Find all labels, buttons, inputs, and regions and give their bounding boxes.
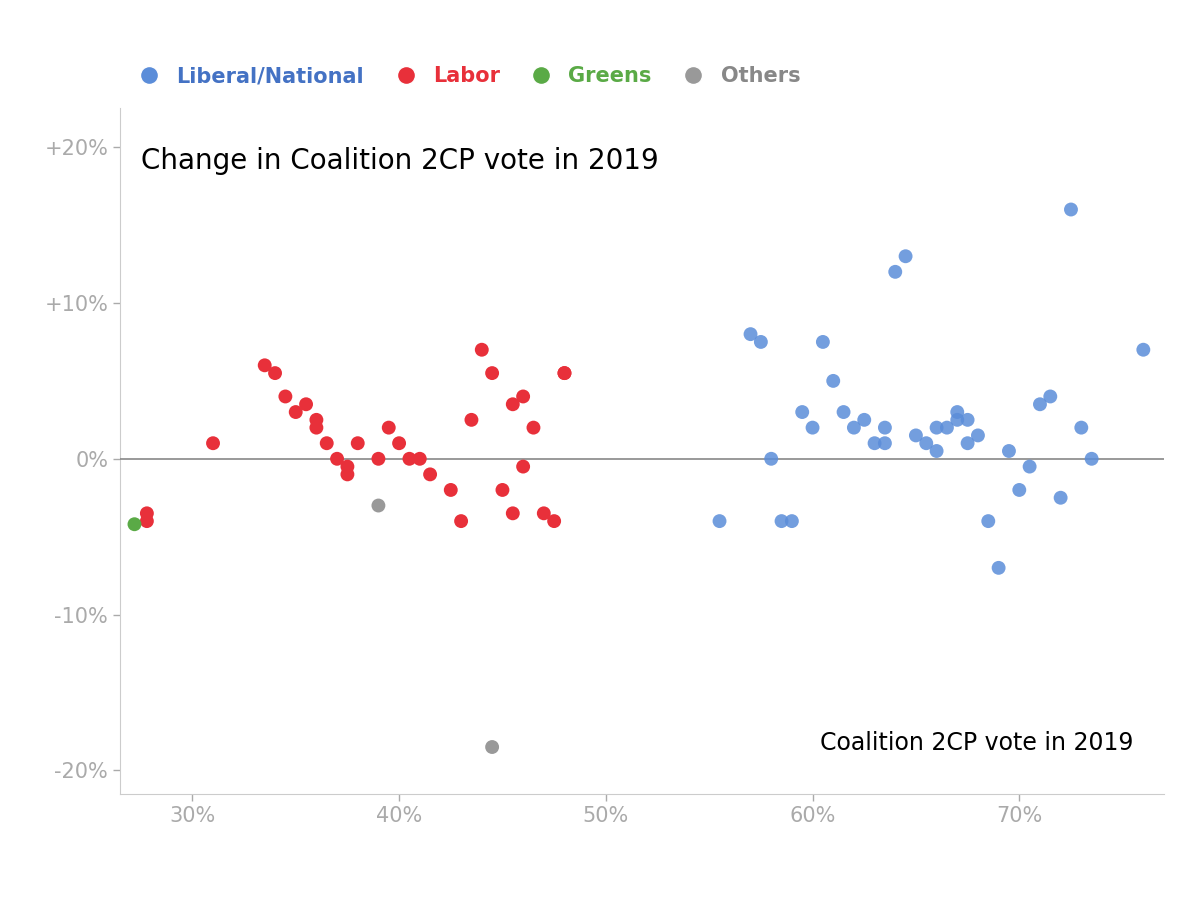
Point [803,420,822,435]
Point [886,264,905,279]
Point [137,506,156,520]
Point [1031,397,1050,411]
Point [503,506,522,520]
Point [317,436,336,450]
Point [1051,491,1070,505]
Point [554,366,574,381]
Point [307,412,326,427]
Point [906,428,925,443]
Point [1072,420,1091,435]
Point [276,390,295,404]
Point [845,420,864,435]
Point [338,467,358,482]
Point [462,412,481,427]
Point [379,420,398,435]
Point [875,436,894,450]
Point [926,444,946,458]
Point [204,436,223,450]
Point [482,740,502,754]
Point [125,517,144,531]
Point [782,514,802,529]
Point [772,514,791,529]
Point [265,366,284,381]
Point [793,405,812,419]
Point [493,483,512,497]
Point [1000,444,1019,458]
Point [472,343,491,357]
Point [917,436,936,450]
Point [348,436,367,450]
Point [875,420,894,435]
Point [751,335,770,349]
Point [307,420,326,435]
Point [137,514,156,529]
Point [926,420,946,435]
Point [1020,459,1039,474]
Point [514,459,533,474]
Text: Coalition 2CP vote in 2019: Coalition 2CP vote in 2019 [820,731,1133,755]
Point [368,452,388,466]
Point [1082,452,1102,466]
Point [296,397,316,411]
Point [834,405,853,419]
Point [545,514,564,529]
Point [1134,343,1153,357]
Point [503,397,522,411]
Point [328,452,347,466]
Point [958,412,977,427]
Point [256,358,275,373]
Point [410,452,430,466]
Point [958,436,977,450]
Point [514,390,533,404]
Point [1040,390,1060,404]
Point [865,436,884,450]
Text: Change in Coalition 2CP vote in 2019: Change in Coalition 2CP vote in 2019 [140,147,659,175]
Point [948,412,967,427]
Point [979,514,998,529]
Point [989,561,1008,575]
Point [451,514,470,529]
Point [482,366,502,381]
Point [948,405,967,419]
Point [420,467,439,482]
Point [968,428,988,443]
Point [740,327,760,341]
Point [442,483,461,497]
Point [286,405,305,419]
Point [554,366,574,381]
Point [814,335,833,349]
Point [896,249,916,263]
Point [823,373,842,388]
Point [338,459,358,474]
Point [854,412,874,427]
Legend: Liberal/National, Labor, Greens, Others: Liberal/National, Labor, Greens, Others [120,58,809,95]
Point [762,452,781,466]
Point [1009,483,1028,497]
Point [937,420,956,435]
Point [524,420,544,435]
Point [710,514,730,529]
Point [1061,202,1080,216]
Point [368,498,388,512]
Point [534,506,553,520]
Point [390,436,409,450]
Point [400,452,419,466]
